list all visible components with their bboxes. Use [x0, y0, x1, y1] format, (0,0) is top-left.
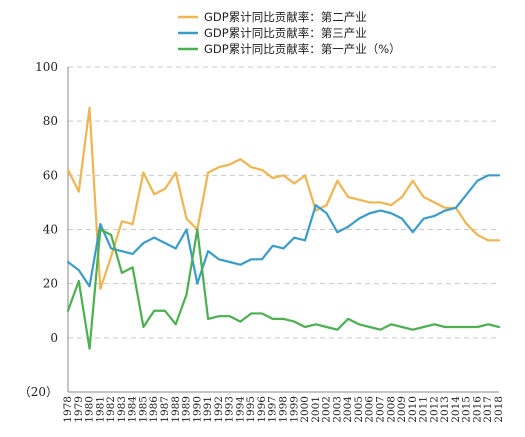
x-tick-label: 2005: [353, 396, 365, 423]
x-tick-label: 1984: [127, 396, 139, 423]
x-tick-label: 1989: [181, 396, 193, 423]
x-tick-label: 2008: [385, 396, 397, 423]
x-tick-label: 2001: [310, 396, 322, 423]
y-tick-label: 40: [43, 223, 58, 237]
y-tick-label: 60: [43, 168, 58, 182]
y-tick-label: （20）: [19, 385, 58, 399]
x-tick-label: 1994: [234, 396, 246, 423]
y-tick-label: 100: [35, 60, 58, 74]
legend-label: GDP累计同比贡献率：第二产业: [204, 10, 367, 24]
x-tick-label: 2017: [482, 396, 494, 423]
x-tick-label: 1993: [224, 396, 236, 423]
y-tick-label: 0: [50, 331, 58, 345]
x-tick-label: 2013: [439, 396, 451, 423]
x-tick-label: 1981: [94, 396, 106, 423]
x-tick-label: 1982: [105, 396, 117, 423]
y-tick-label: 80: [43, 114, 58, 128]
x-tick-label: 2012: [428, 396, 440, 423]
axes: 100 80 60 40 20 0 （20） 197819791980198119821983…: [19, 60, 505, 423]
series-line-3: [66, 228, 501, 350]
x-tick-label: 1979: [73, 396, 85, 423]
x-tick-label: 1987: [159, 396, 171, 423]
x-tick-label: 1995: [245, 396, 257, 423]
y-tick-label: 20: [43, 277, 58, 291]
x-tick-label: 1983: [116, 396, 128, 423]
legend-label: GDP累计同比贡献率：第三产业: [204, 26, 367, 40]
x-tick-label: 1978: [62, 396, 74, 423]
x-tick-label: 2004: [342, 396, 354, 423]
x-tick-label: 1985: [137, 396, 149, 423]
x-tick-label: 1988: [170, 396, 182, 423]
series-line-2: [66, 174, 501, 288]
series-lines: [66, 106, 501, 350]
series-line-1: [66, 106, 501, 291]
x-tick-label: 1992: [213, 396, 225, 423]
x-tick-label: 1997: [267, 396, 279, 423]
x-tick-label: 2006: [364, 396, 376, 423]
x-tick-label: 1980: [84, 396, 96, 423]
x-tick-label: 2011: [418, 396, 430, 423]
x-tick-label: 1986: [148, 396, 160, 423]
x-tick-label: 2009: [396, 396, 408, 423]
legend: GDP累计同比贡献率：第二产业 GDP累计同比贡献率：第三产业 GDP累计同比贡献率…: [178, 10, 401, 56]
x-tick-label: 2018: [493, 396, 505, 423]
x-tick-label: 2014: [450, 396, 462, 423]
x-tick-label: 2007: [374, 396, 386, 423]
x-tick-label: 2015: [461, 396, 473, 423]
x-tick-label: 2016: [471, 396, 483, 423]
x-tick-label: 2002: [321, 396, 333, 423]
x-tick-label: 2003: [331, 396, 343, 423]
x-tick-label: 1991: [202, 396, 214, 423]
legend-label: GDP累计同比贡献率：第一产业（%）: [204, 42, 401, 56]
x-tick-label: 1990: [191, 396, 203, 423]
x-tick-label: 1998: [278, 396, 290, 423]
x-tick-label: 2010: [407, 396, 419, 423]
x-tick-label: 1996: [256, 396, 268, 423]
x-tick-label: 1999: [288, 396, 300, 423]
x-tick-label: 2000: [299, 396, 311, 423]
